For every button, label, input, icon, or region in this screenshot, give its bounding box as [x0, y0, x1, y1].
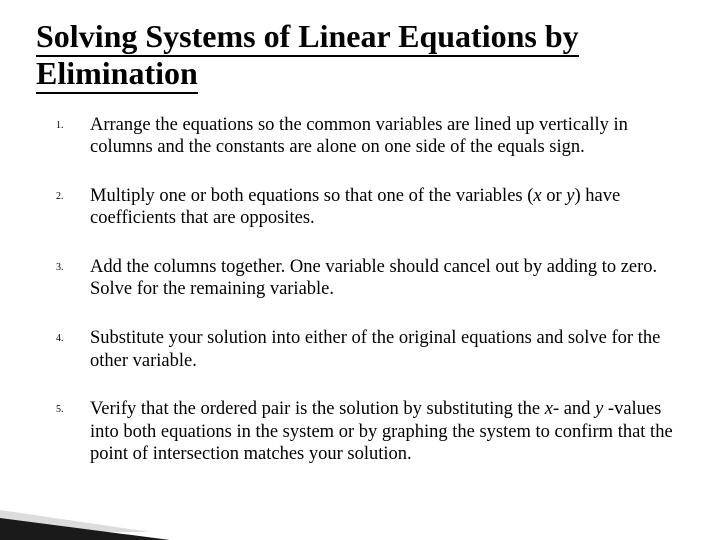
step-number: 5.	[56, 398, 90, 415]
step-number: 4.	[56, 327, 90, 344]
step-number: 3.	[56, 256, 90, 273]
step-number: 1.	[56, 114, 90, 131]
step-number: 2.	[56, 185, 90, 202]
step-text: Multiply one or both equations so that o…	[90, 185, 680, 230]
step-text: Verify that the ordered pair is the solu…	[90, 398, 680, 466]
list-item: 4. Substitute your solution into either …	[56, 327, 680, 372]
steps-list: 1. Arrange the equations so the common v…	[36, 114, 680, 466]
title-wrap: Solving Systems of Linear Equations by E…	[36, 18, 676, 92]
text-part: or	[542, 186, 567, 206]
page-title: Solving Systems of Linear Equations by E…	[36, 18, 579, 94]
variable-y: y	[566, 186, 574, 206]
text-part: Multiply one or both equations so that o…	[90, 186, 533, 206]
variable-x: x	[533, 186, 541, 206]
list-item: 3. Add the columns together. One variabl…	[56, 256, 680, 301]
step-text: Add the columns together. One variable s…	[90, 256, 680, 301]
list-item: 1. Arrange the equations so the common v…	[56, 114, 680, 159]
slide: Solving Systems of Linear Equations by E…	[0, 0, 720, 540]
text-part: Verify that the ordered pair is the solu…	[90, 399, 545, 419]
list-item: 5. Verify that the ordered pair is the s…	[56, 398, 680, 466]
step-text: Arrange the equations so the common vari…	[90, 114, 680, 159]
step-text: Substitute your solution into either of …	[90, 327, 680, 372]
variable-x: x	[545, 399, 553, 419]
text-part: - and	[553, 399, 595, 419]
list-item: 2. Multiply one or both equations so tha…	[56, 185, 680, 230]
corner-accent-icon	[0, 492, 170, 540]
